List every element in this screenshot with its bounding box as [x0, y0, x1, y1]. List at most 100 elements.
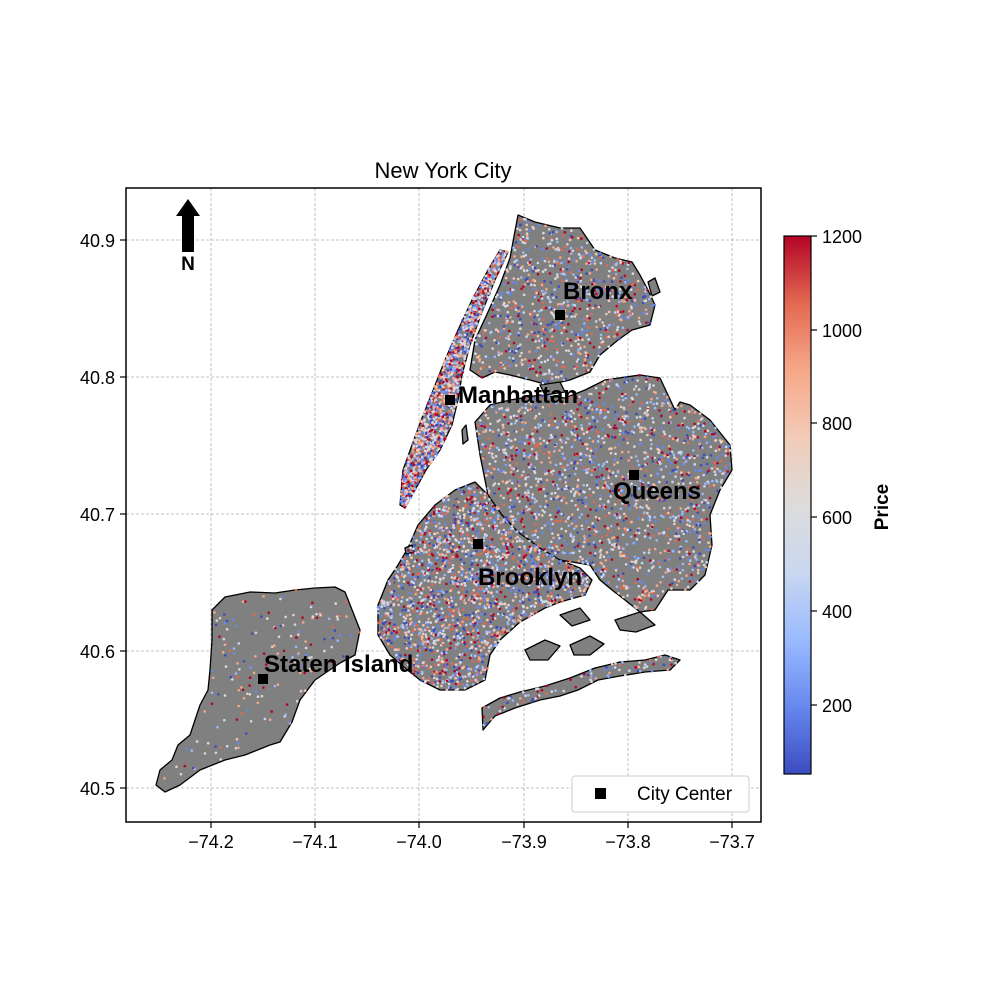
listing-point	[581, 557, 584, 561]
listing-point	[582, 483, 585, 487]
listing-point	[642, 586, 645, 590]
listing-point	[492, 629, 496, 632]
listing-point	[522, 470, 525, 474]
listing-point	[427, 417, 431, 421]
listing-point	[523, 449, 526, 452]
listing-point	[504, 481, 508, 485]
listing-point	[427, 637, 431, 640]
listing-point	[691, 568, 695, 572]
listing-point	[719, 440, 723, 444]
listing-point	[461, 549, 464, 553]
listing-point	[649, 598, 653, 601]
listing-point	[671, 469, 674, 472]
listing-point	[657, 532, 661, 535]
listing-point	[507, 438, 510, 441]
listing-point	[576, 484, 579, 487]
listing-point	[594, 425, 597, 429]
listing-point	[581, 501, 584, 505]
listing-point	[479, 612, 483, 616]
listing-point	[637, 388, 641, 391]
listing-point	[648, 385, 651, 389]
listing-point	[686, 518, 689, 522]
listing-point	[708, 532, 712, 535]
listing-point	[471, 318, 475, 322]
listing-point	[410, 597, 414, 600]
listing-point	[499, 590, 503, 594]
listing-point	[452, 361, 456, 365]
listing-point	[453, 669, 456, 673]
listing-point	[588, 422, 591, 426]
listing-point	[464, 325, 468, 328]
listing-point	[611, 405, 615, 408]
listing-point	[643, 417, 647, 421]
listing-point	[415, 668, 418, 672]
listing-point	[692, 546, 695, 549]
listing-point	[652, 390, 656, 394]
listing-point	[387, 580, 391, 583]
listing-point	[470, 518, 473, 522]
listing-point	[502, 528, 506, 532]
listing-point	[555, 545, 559, 548]
listing-point	[438, 547, 442, 550]
listing-point	[424, 633, 428, 636]
listing-point	[586, 576, 589, 579]
listing-point	[667, 408, 671, 412]
listing-point	[468, 313, 471, 317]
listing-point	[416, 671, 420, 674]
listing-point	[410, 479, 413, 482]
listing-point	[628, 404, 632, 407]
listing-point	[451, 370, 454, 373]
listing-point	[606, 526, 610, 530]
listing-point	[474, 610, 478, 614]
listing-point	[498, 602, 502, 606]
listing-point	[445, 651, 448, 655]
listing-point	[598, 550, 602, 553]
listing-point	[501, 426, 505, 429]
listing-point	[394, 567, 397, 571]
listing-point	[413, 628, 417, 631]
listing-point	[381, 632, 385, 636]
listing-point	[477, 640, 481, 644]
listing-point	[490, 266, 494, 270]
listing-point	[466, 333, 469, 336]
listing-point	[436, 633, 440, 637]
listing-point	[578, 395, 581, 399]
listing-point	[607, 486, 610, 490]
listing-point	[481, 527, 485, 530]
listing-point	[635, 506, 638, 509]
listing-point	[462, 545, 466, 549]
listing-point	[471, 620, 475, 624]
listing-point	[412, 445, 415, 449]
listing-point	[531, 558, 534, 561]
listing-point	[662, 430, 666, 434]
listing-point	[650, 377, 653, 380]
listing-point	[614, 474, 618, 478]
listing-point	[677, 534, 681, 538]
listing-point	[514, 536, 517, 540]
listing-point	[488, 630, 491, 634]
listing-point	[575, 452, 579, 456]
listing-point	[420, 599, 424, 603]
listing-point	[533, 470, 536, 473]
listing-point	[587, 406, 591, 410]
listing-point	[489, 555, 493, 558]
listing-point	[445, 389, 448, 392]
listing-point	[425, 412, 429, 415]
listing-point	[585, 559, 588, 563]
listing-point	[482, 635, 486, 639]
listing-point	[611, 471, 615, 474]
listing-point	[449, 680, 453, 683]
listing-point	[490, 510, 494, 513]
listing-point	[520, 517, 524, 521]
listing-point	[631, 400, 635, 404]
listing-point	[581, 593, 584, 597]
listing-point	[704, 499, 708, 502]
listing-point	[506, 432, 509, 436]
listing-point	[462, 561, 466, 565]
listing-point	[630, 396, 634, 400]
listing-point	[437, 600, 441, 604]
listing-point	[405, 499, 409, 503]
listing-point	[477, 432, 481, 436]
listing-point	[644, 469, 648, 473]
